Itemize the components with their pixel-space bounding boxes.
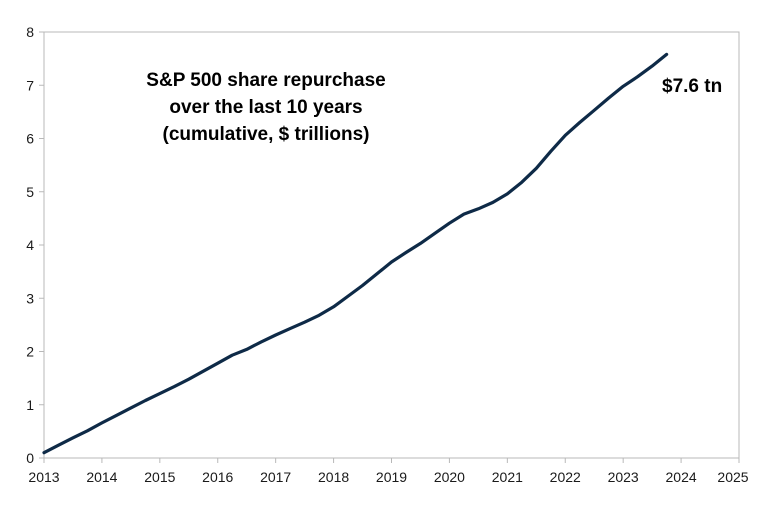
y-tick-label: 4 [26,237,34,253]
y-tick-label: 3 [26,290,34,306]
x-tick-label: 2013 [28,469,59,485]
plot-frame [43,31,740,459]
y-tick-label: 7 [26,77,34,93]
x-tick-label: 2021 [492,469,523,485]
y-tick-label: 0 [26,450,34,466]
x-tick-label: 2018 [318,469,349,485]
x-tick-label: 2016 [202,469,233,485]
x-tick-label: 2014 [86,469,117,485]
y-tick-label: 8 [26,24,34,40]
x-tick-label: 2024 [666,469,697,485]
x-tick-label: 2019 [376,469,407,485]
x-tick-label: 2017 [260,469,291,485]
series-line-buybacks [42,52,669,455]
x-tick-label: 2022 [550,469,581,485]
end-value-annotation: $7.6 tn [662,76,722,97]
y-tick-label: 6 [26,131,34,147]
y-tick-label: 1 [26,397,34,413]
y-tick-label: 2 [26,344,34,360]
chart-title-line-2: over the last 10 years [169,97,362,118]
y-axis-ticks: 0 1 2 3 4 5 6 7 8 [26,24,44,466]
x-tick-label: 2023 [608,469,639,485]
x-tick-label: 2020 [434,469,465,485]
chart-title-line-1: S&P 500 share repurchase [146,70,385,91]
x-axis-ticks: 2013 2014 2015 2016 2017 2018 2019 2020 2021 2022… [28,458,749,485]
x-tick-label: 2025 [717,469,748,485]
y-tick-label: 5 [26,184,34,200]
chart-title-line-3: (cumulative, $ trillions) [163,124,370,145]
x-tick-label: 2015 [144,469,175,485]
